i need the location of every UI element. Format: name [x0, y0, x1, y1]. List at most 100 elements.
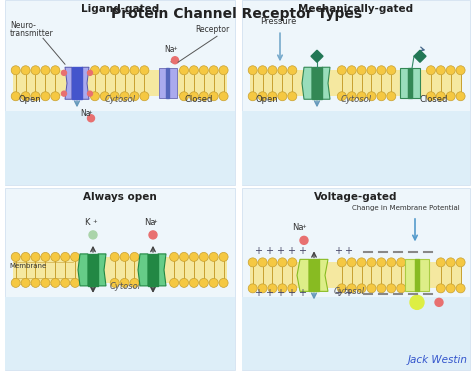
Text: +: + [298, 246, 306, 256]
Circle shape [268, 66, 277, 75]
Text: Closed: Closed [420, 95, 448, 104]
Circle shape [446, 66, 455, 75]
Text: +: + [276, 288, 284, 298]
Text: +: + [152, 219, 157, 224]
Polygon shape [319, 260, 328, 291]
Polygon shape [311, 50, 323, 62]
Circle shape [258, 258, 267, 267]
Circle shape [446, 284, 455, 293]
Text: K: K [84, 218, 90, 227]
Circle shape [278, 258, 287, 267]
Circle shape [436, 284, 445, 293]
Text: Voltage-gated: Voltage-gated [314, 192, 398, 202]
Circle shape [367, 258, 376, 267]
Bar [250, 262, 462, 288]
Circle shape [209, 278, 218, 287]
Text: Neuro-: Neuro- [10, 21, 36, 30]
Text: +: + [334, 246, 342, 256]
Circle shape [209, 92, 218, 101]
Polygon shape [166, 68, 170, 98]
Text: Protein Channel Receptor Types: Protein Channel Receptor Types [111, 7, 363, 21]
Polygon shape [82, 67, 89, 99]
Text: +: + [334, 288, 342, 298]
Polygon shape [98, 254, 106, 286]
Circle shape [278, 66, 287, 75]
Bar [13, 257, 227, 283]
Circle shape [410, 296, 424, 309]
Circle shape [258, 92, 267, 101]
Circle shape [51, 92, 60, 101]
Circle shape [357, 258, 366, 267]
Text: +: + [92, 219, 97, 224]
Circle shape [397, 284, 406, 293]
Circle shape [347, 66, 356, 75]
Circle shape [337, 258, 346, 267]
Circle shape [397, 258, 406, 267]
Text: +: + [172, 46, 177, 51]
Circle shape [436, 92, 445, 101]
Polygon shape [138, 254, 148, 286]
Bar [13, 70, 227, 96]
Circle shape [357, 92, 366, 101]
Circle shape [41, 92, 50, 101]
Circle shape [120, 252, 129, 261]
Circle shape [377, 92, 386, 101]
Polygon shape [400, 68, 408, 98]
Text: Cytosol: Cytosol [341, 95, 372, 104]
Circle shape [248, 258, 257, 267]
Circle shape [456, 66, 465, 75]
Text: Na: Na [292, 224, 303, 232]
Circle shape [180, 278, 189, 287]
Polygon shape [414, 50, 426, 62]
Circle shape [209, 66, 218, 75]
Circle shape [387, 258, 396, 267]
Polygon shape [419, 260, 429, 291]
Circle shape [300, 236, 308, 244]
Polygon shape [297, 260, 309, 291]
Circle shape [172, 57, 179, 64]
Circle shape [427, 66, 436, 75]
Circle shape [190, 278, 199, 287]
Bar [250, 70, 462, 96]
Text: +: + [265, 288, 273, 298]
Circle shape [436, 66, 445, 75]
Circle shape [367, 92, 376, 101]
Text: Change in Membrane Potential: Change in Membrane Potential [352, 205, 460, 211]
Circle shape [288, 258, 297, 267]
Circle shape [387, 284, 396, 293]
Text: +: + [344, 288, 352, 298]
Polygon shape [312, 67, 322, 99]
Circle shape [337, 92, 346, 101]
Circle shape [219, 278, 228, 287]
Circle shape [278, 284, 287, 293]
Circle shape [51, 252, 60, 261]
Circle shape [11, 278, 20, 287]
Circle shape [435, 298, 443, 306]
Circle shape [387, 66, 396, 75]
Circle shape [288, 66, 297, 75]
Circle shape [367, 66, 376, 75]
Circle shape [446, 92, 455, 101]
Text: +: + [87, 110, 92, 115]
Text: Receptor: Receptor [195, 25, 229, 34]
Circle shape [110, 278, 119, 287]
Circle shape [130, 92, 139, 101]
Circle shape [31, 252, 40, 261]
Circle shape [258, 66, 267, 75]
Circle shape [258, 284, 267, 293]
Polygon shape [72, 67, 82, 99]
Bar [242, 111, 470, 185]
Circle shape [268, 92, 277, 101]
Circle shape [170, 278, 179, 287]
Text: Open: Open [256, 95, 279, 104]
Circle shape [170, 252, 179, 261]
Bar [242, 188, 470, 370]
Polygon shape [322, 67, 330, 99]
Circle shape [456, 284, 465, 293]
Circle shape [347, 258, 356, 267]
Circle shape [130, 66, 139, 75]
Bar [5, 111, 235, 185]
Circle shape [120, 278, 129, 287]
Polygon shape [309, 260, 319, 291]
Text: Pressure: Pressure [260, 17, 296, 26]
